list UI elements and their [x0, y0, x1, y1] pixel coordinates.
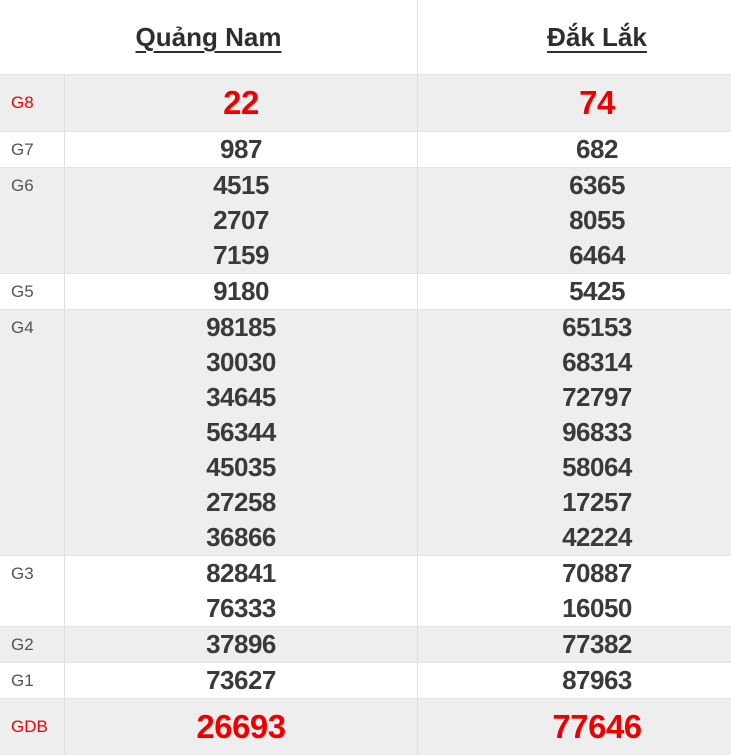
- prize-row: G2 37896 77382: [0, 626, 731, 662]
- prize-value: 22: [223, 84, 259, 121]
- province-2-values: 77382: [418, 627, 731, 662]
- prize-value: 37896: [206, 629, 276, 659]
- prize-value: 7159: [213, 240, 269, 270]
- prize-value: 77382: [562, 629, 632, 659]
- prize-value: 98185: [206, 312, 276, 342]
- table-header: Quảng Nam Đắk Lắk: [0, 0, 731, 74]
- prize-value: 17257: [562, 487, 632, 517]
- prize-value: 26693: [196, 708, 286, 745]
- prize-value: 87963: [562, 665, 632, 695]
- prize-value: 76333: [206, 593, 276, 623]
- prize-value: 9180: [213, 276, 269, 306]
- province-2-values: 70887 16050: [418, 556, 731, 626]
- province-1-values: 73627: [65, 663, 418, 698]
- province-1-values: 9180: [65, 274, 418, 309]
- prize-value: 82841: [206, 558, 276, 588]
- prize-value: 58064: [562, 452, 632, 482]
- prize-value: 2707: [213, 205, 269, 235]
- prize-value: 68314: [562, 347, 632, 377]
- prize-row: G6 4515 2707 7159 6365 8055 6464: [0, 167, 731, 273]
- prize-table-body: G8 22 74 G7 987 682 G6 4515 2707 7159 6365…: [0, 74, 731, 755]
- province-1-values: 37896: [65, 627, 418, 662]
- province-2-values: 77646: [418, 699, 731, 755]
- prize-value: 4515: [213, 170, 269, 200]
- prize-value: 30030: [206, 347, 276, 377]
- prize-row: G4 98185 30030 34645 56344 45035 27258 36866 6…: [0, 309, 731, 555]
- prize-label: G4: [0, 310, 65, 555]
- header-cell-province-2: Đắk Lắk: [418, 0, 731, 74]
- prize-row: G8 22 74: [0, 74, 731, 131]
- prize-label: G1: [0, 663, 65, 698]
- prize-value: 70887: [562, 558, 632, 588]
- prize-value: 96833: [562, 417, 632, 447]
- prize-label: G6: [0, 168, 65, 273]
- prize-value: 74: [579, 84, 615, 121]
- province-1-values: 26693: [65, 699, 418, 755]
- prize-label: G5: [0, 274, 65, 309]
- prize-value: 8055: [569, 205, 625, 235]
- province-1-title-link[interactable]: Quảng Nam: [135, 21, 282, 52]
- province-2-values: 65153 68314 72797 96833 58064 17257 42224: [418, 310, 731, 555]
- prize-row: G1 73627 87963: [0, 662, 731, 698]
- prize-label: G7: [0, 132, 65, 167]
- prize-value: 34645: [206, 382, 276, 412]
- province-2-values: 5425: [418, 274, 731, 309]
- prize-label: GDB: [0, 699, 65, 755]
- prize-value: 27258: [206, 487, 276, 517]
- province-2-values: 682: [418, 132, 731, 167]
- province-1-values: 987: [65, 132, 418, 167]
- prize-label: G3: [0, 556, 65, 626]
- prize-value: 45035: [206, 452, 276, 482]
- prize-value: 65153: [562, 312, 632, 342]
- province-2-values: 74: [418, 75, 731, 131]
- prize-value: 56344: [206, 417, 276, 447]
- prize-value: 6365: [569, 170, 625, 200]
- province-2-title-link[interactable]: Đắk Lắk: [547, 21, 647, 52]
- province-2-values: 87963: [418, 663, 731, 698]
- prize-value: 987: [220, 134, 262, 164]
- prize-value: 77646: [552, 708, 642, 745]
- province-2-values: 6365 8055 6464: [418, 168, 731, 273]
- province-1-values: 4515 2707 7159: [65, 168, 418, 273]
- prize-label: G8: [0, 75, 65, 131]
- prize-label: G2: [0, 627, 65, 662]
- prize-value: 6464: [569, 240, 625, 270]
- province-1-values: 98185 30030 34645 56344 45035 27258 36866: [65, 310, 418, 555]
- prize-row: G5 9180 5425: [0, 273, 731, 309]
- prize-value: 5425: [569, 276, 625, 306]
- prize-row: G3 82841 76333 70887 16050: [0, 555, 731, 626]
- prize-row: G7 987 682: [0, 131, 731, 167]
- prize-value: 73627: [206, 665, 276, 695]
- prize-row: GDB 26693 77646: [0, 698, 731, 755]
- header-cell-province-1: Quảng Nam: [0, 0, 418, 74]
- prize-value: 72797: [562, 382, 632, 412]
- province-1-values: 82841 76333: [65, 556, 418, 626]
- prize-value: 682: [576, 134, 618, 164]
- prize-value: 36866: [206, 522, 276, 552]
- province-1-values: 22: [65, 75, 418, 131]
- prize-value: 42224: [562, 522, 632, 552]
- prize-value: 16050: [562, 593, 632, 623]
